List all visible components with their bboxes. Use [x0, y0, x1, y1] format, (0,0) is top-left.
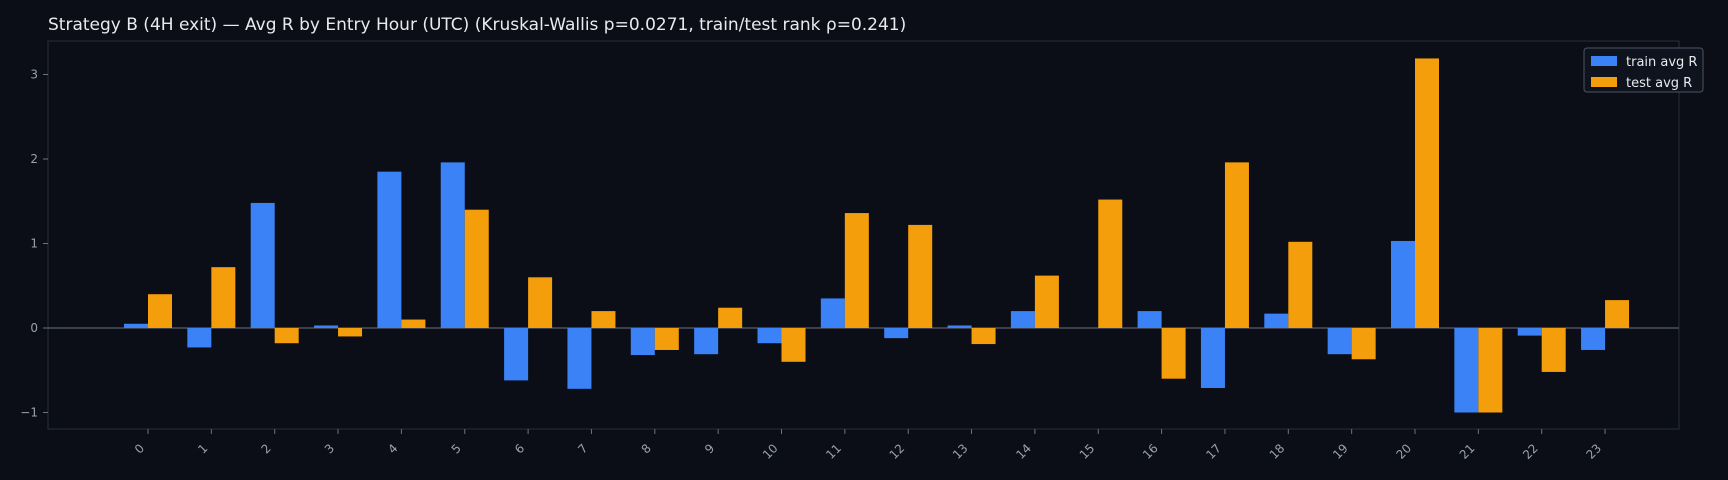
x-tick-label: 7: [575, 441, 590, 456]
x-tick-label: 5: [449, 441, 464, 456]
x-tick-label: 17: [1203, 441, 1224, 462]
y-tick-label: 1: [30, 237, 38, 251]
legend-label: train avg R: [1626, 55, 1697, 70]
bar-test: [274, 328, 299, 344]
bar-test: [1605, 300, 1630, 328]
plot-frame: [47, 40, 1680, 430]
x-tick-label: 3: [322, 441, 337, 456]
bar-train: [1010, 311, 1035, 328]
x-tick-label: 19: [1330, 441, 1351, 462]
bar-train: [1391, 240, 1415, 328]
x-tick-label: 0: [132, 441, 147, 456]
y-tick-label: −1: [20, 406, 38, 420]
bar-test: [654, 328, 679, 350]
bar-test: [971, 328, 996, 345]
bar-train: [124, 323, 148, 328]
bar-test: [401, 319, 426, 328]
x-tick-label: 8: [639, 441, 654, 456]
bar-test: [528, 277, 553, 328]
x-tick-label: 20: [1393, 441, 1414, 462]
bar-test: [781, 328, 806, 362]
bar-train: [1137, 311, 1162, 328]
bar-train: [250, 202, 275, 328]
x-tick-label: 21: [1457, 441, 1478, 462]
x-tick-label: 15: [1077, 441, 1098, 462]
bar-train: [820, 298, 845, 328]
y-tick-label: 0: [30, 321, 38, 335]
x-tick-label: 6: [512, 441, 527, 456]
bar-test: [1415, 58, 1439, 328]
bar-train: [187, 328, 212, 348]
x-tick-label: 10: [760, 441, 781, 462]
bar-train: [440, 162, 465, 328]
x-tick-label: 4: [385, 441, 400, 456]
bar-test: [1541, 328, 1566, 372]
bar-test: [844, 213, 869, 328]
bar-test: [1288, 241, 1313, 328]
bar-train: [1454, 328, 1479, 413]
x-tick-label: 22: [1520, 441, 1541, 462]
bar-train: [1264, 313, 1289, 328]
legend-swatch: [1591, 77, 1617, 87]
bar-train: [567, 328, 592, 389]
x-tick-label: 9: [702, 441, 717, 456]
bar-test: [338, 328, 363, 337]
bar-test: [148, 294, 172, 328]
x-tick-label: 23: [1583, 441, 1604, 462]
bar-train: [504, 328, 529, 381]
bar-test: [1224, 162, 1249, 328]
legend: train avg R test avg R: [1583, 47, 1704, 93]
bar-test: [1351, 328, 1376, 360]
bar-train: [884, 328, 909, 339]
y-tick-label: 3: [30, 68, 38, 82]
bar-test: [1478, 328, 1503, 413]
bar-train: [1327, 328, 1352, 355]
bar-test: [464, 209, 489, 328]
bar-test: [1098, 199, 1123, 328]
bar-test: [1161, 328, 1186, 379]
bar-train: [1200, 328, 1225, 388]
x-tick-label: 11: [823, 441, 844, 462]
bar-train: [377, 171, 402, 328]
x-tick-label: 12: [887, 441, 908, 462]
bar-test: [1034, 275, 1059, 328]
x-tick-label: 18: [1267, 441, 1288, 462]
x-tick-label: 14: [1013, 441, 1034, 462]
bar-train: [947, 325, 972, 328]
bar-train: [757, 328, 782, 344]
bar-test: [908, 224, 933, 328]
bar-train: [1581, 328, 1606, 350]
x-tick-label: 16: [1140, 441, 1161, 462]
bar-test: [718, 307, 743, 328]
legend-label: test avg R: [1626, 76, 1692, 91]
bar-test: [211, 267, 236, 328]
x-tick-label: 13: [950, 441, 971, 462]
bar-train: [1517, 328, 1542, 336]
bar-test: [591, 311, 616, 328]
chart-title: Strategy B (4H exit) — Avg R by Entry Ho…: [48, 15, 906, 35]
x-tick-label: 1: [195, 441, 210, 456]
legend-swatch: [1591, 56, 1617, 66]
y-tick-label: 2: [30, 152, 38, 166]
bar-train: [694, 328, 719, 355]
bar-train: [314, 325, 339, 328]
bar-train: [630, 328, 655, 356]
x-tick-label: 2: [259, 441, 274, 456]
